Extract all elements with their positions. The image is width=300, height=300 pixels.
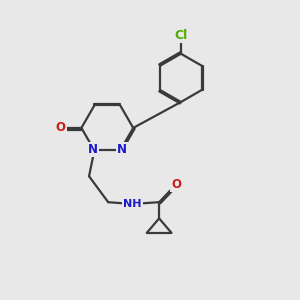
Text: Cl: Cl: [174, 29, 188, 42]
Text: N: N: [117, 143, 127, 156]
Text: O: O: [171, 178, 181, 191]
Text: N: N: [88, 143, 98, 156]
Text: O: O: [56, 122, 66, 134]
Text: NH: NH: [123, 199, 142, 209]
